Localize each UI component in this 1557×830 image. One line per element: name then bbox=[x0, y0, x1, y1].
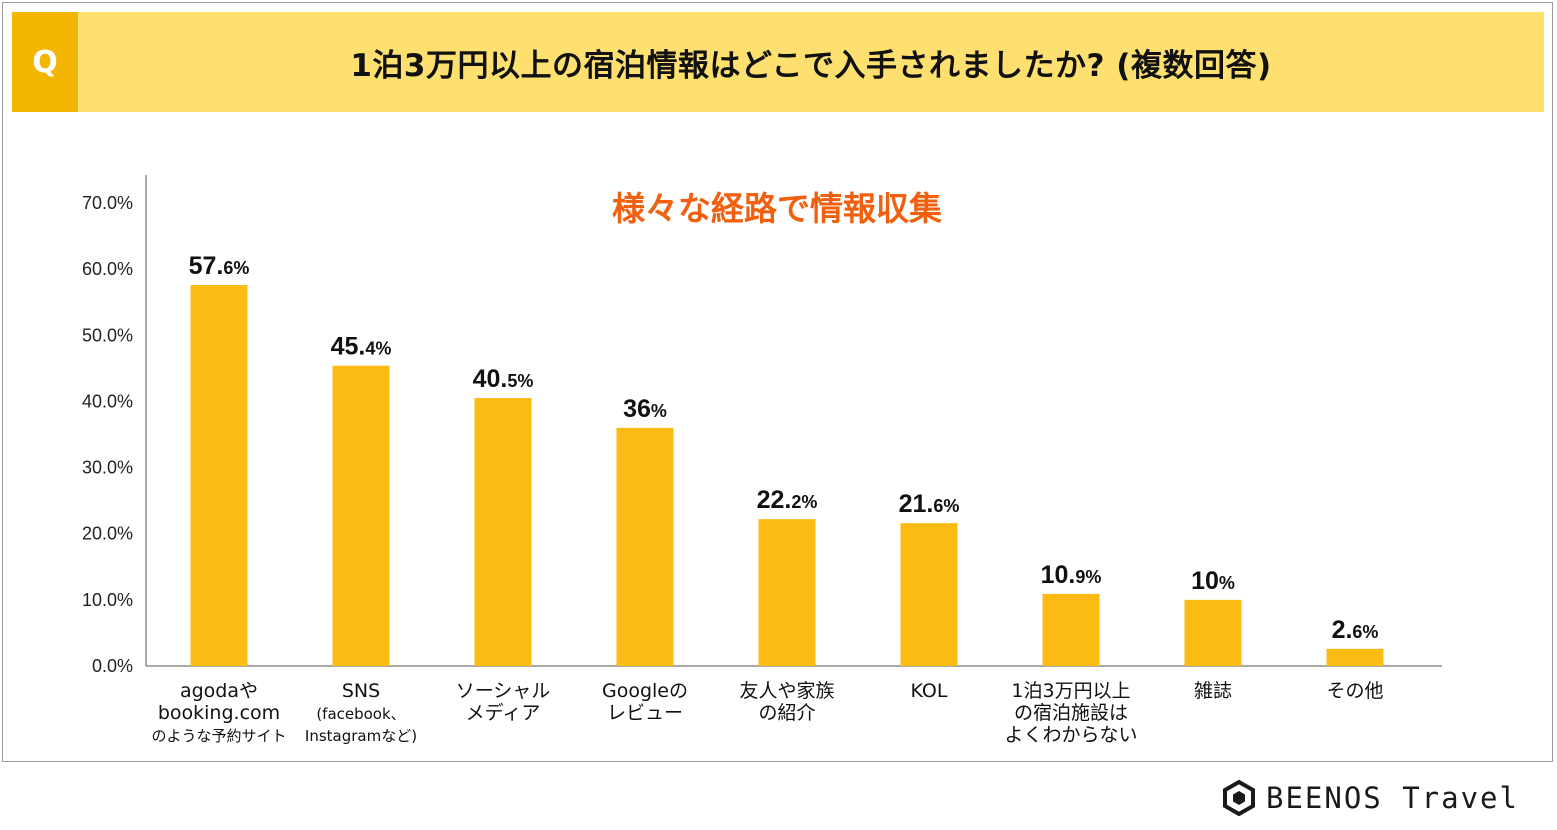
y-tick-label: 10.0% bbox=[82, 590, 133, 610]
brand-name: BEENOS Travel bbox=[1266, 781, 1519, 815]
x-tick-label: Googleの bbox=[602, 680, 688, 702]
footer-logo: BEENOS Travel bbox=[1222, 778, 1519, 818]
bar bbox=[758, 519, 816, 666]
x-tick-label: Instagramなど) bbox=[305, 727, 417, 745]
x-tick-label: よくわからない bbox=[1004, 724, 1137, 746]
bar bbox=[616, 427, 674, 666]
x-tick-label: 1泊3万円以上 bbox=[1011, 680, 1130, 702]
data-label: 36% bbox=[623, 395, 667, 423]
x-tick-label: agodaや bbox=[180, 680, 258, 702]
x-tick-label: その他 bbox=[1326, 680, 1383, 702]
x-tick-label: 友人や家族 bbox=[739, 680, 834, 702]
x-tick-label: booking.com bbox=[158, 702, 280, 724]
y-tick-label: 40.0% bbox=[82, 391, 133, 411]
y-tick-label: 0.0% bbox=[92, 656, 133, 676]
x-tick-label: KOL bbox=[911, 680, 948, 702]
q-badge: Q bbox=[12, 12, 78, 112]
bar bbox=[190, 285, 248, 666]
y-tick-label: 30.0% bbox=[82, 458, 133, 478]
hexagon-logo-icon bbox=[1223, 780, 1255, 816]
y-tick-label: 60.0% bbox=[82, 259, 133, 279]
x-tick-label: SNS bbox=[342, 680, 380, 702]
data-label: 40.5% bbox=[473, 365, 534, 393]
x-tick-label: 雑誌 bbox=[1194, 680, 1232, 702]
bar bbox=[1326, 648, 1384, 666]
y-tick-label: 70.0% bbox=[82, 193, 133, 213]
data-label: 10% bbox=[1191, 567, 1235, 595]
data-label: 2.6% bbox=[1332, 616, 1379, 644]
bar bbox=[900, 523, 958, 666]
data-label: 45.4% bbox=[331, 333, 392, 361]
data-label: 57.6% bbox=[189, 252, 250, 280]
bar bbox=[474, 398, 532, 666]
bar bbox=[1184, 599, 1242, 666]
data-label: 22.2% bbox=[757, 486, 818, 514]
bar bbox=[1042, 593, 1100, 666]
bar bbox=[332, 365, 390, 666]
data-label: 10.9% bbox=[1041, 561, 1102, 589]
x-tick-label: のような予約サイト bbox=[151, 727, 286, 745]
x-tick-label: ソーシャル bbox=[456, 680, 551, 702]
x-tick-label: メディア bbox=[466, 702, 541, 724]
data-label: 21.6% bbox=[899, 490, 960, 518]
question-header bbox=[12, 12, 1544, 112]
x-tick-label: の紹介 bbox=[758, 702, 815, 724]
x-tick-label: レビュー bbox=[607, 702, 683, 724]
question-title: 1泊3万円以上の宿泊情報はどこで入手されましたか? (複数回答) bbox=[350, 47, 1272, 84]
x-tick-label: の宿泊施設は bbox=[1014, 702, 1128, 724]
chart-title: 様々な経路で情報収集 bbox=[612, 189, 942, 228]
x-tick-label: (facebook、 bbox=[316, 705, 405, 723]
y-tick-label: 20.0% bbox=[82, 524, 133, 544]
y-tick-label: 50.0% bbox=[82, 325, 133, 345]
